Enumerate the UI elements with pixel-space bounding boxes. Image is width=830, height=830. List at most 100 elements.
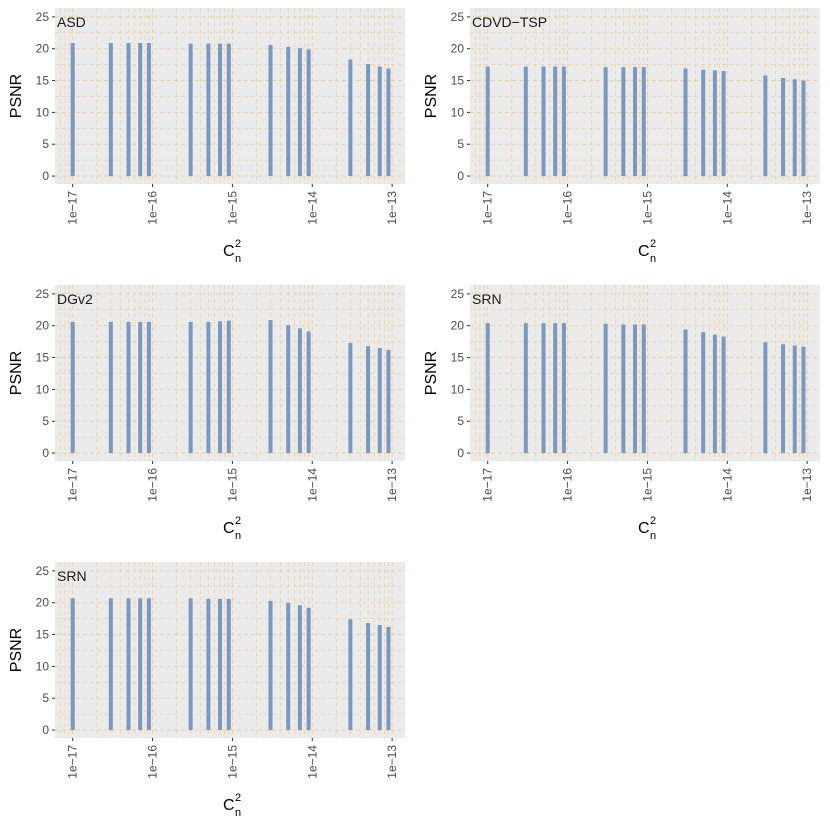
y-tick-label: 0 <box>457 446 464 460</box>
y-axis-label: PSNR <box>8 628 25 672</box>
panel-title: DGv2 <box>57 291 93 307</box>
bar <box>268 600 273 731</box>
bar <box>218 598 223 731</box>
bar <box>348 619 353 731</box>
y-axis-label: PSNR <box>423 351 440 395</box>
x-axis-label-sup: 2 <box>235 238 241 250</box>
y-tick-label: 15 <box>451 351 465 365</box>
x-axis-label-sup: 2 <box>650 515 656 527</box>
x-axis-label-sup: 2 <box>235 792 241 804</box>
bar <box>138 598 143 731</box>
y-tick-label: 5 <box>42 414 49 428</box>
y-tick-label: 5 <box>42 137 49 151</box>
x-axis-label: C <box>223 797 235 814</box>
x-tick-label: 1e−16 <box>561 191 575 225</box>
x-tick-label: 1e−13 <box>385 745 399 779</box>
x-axis-label-sup: 2 <box>235 515 241 527</box>
y-tick-label: 20 <box>36 319 50 333</box>
bar <box>721 71 726 177</box>
bar <box>146 43 151 177</box>
y-tick-label: 5 <box>457 414 464 428</box>
y-tick-label: 5 <box>457 137 464 151</box>
panel-title: CDVD−TSP <box>472 14 547 30</box>
y-tick-label: 10 <box>451 382 465 396</box>
y-tick-label: 20 <box>36 596 50 610</box>
x-tick-label: 1e−17 <box>66 191 80 225</box>
bar <box>126 321 131 454</box>
x-tick-label: 1e−14 <box>305 745 319 779</box>
bar <box>70 598 75 731</box>
x-tick-label: 1e−13 <box>800 191 814 225</box>
y-tick-label: 15 <box>36 74 50 88</box>
bar <box>792 345 797 454</box>
y-tick-label: 15 <box>36 351 50 365</box>
x-tick-label: 1e−13 <box>800 468 814 502</box>
panel: 0 5 10 15 20 25 1e−17 1e−16 1e−15 1e−14 1e−13 SRN PS… <box>423 285 820 542</box>
x-tick-label: 1e−15 <box>225 468 239 502</box>
bar <box>138 321 143 454</box>
bar <box>561 66 566 177</box>
bar <box>721 336 726 454</box>
x-axis-label-sup: 2 <box>650 238 656 250</box>
bar <box>146 321 151 454</box>
y-tick-label: 5 <box>42 691 49 705</box>
bar <box>641 67 646 177</box>
y-tick-label: 0 <box>42 723 49 737</box>
bar <box>126 598 131 731</box>
bar <box>226 43 231 177</box>
y-tick-label: 20 <box>451 42 465 56</box>
x-tick-label: 1e−15 <box>225 191 239 225</box>
bar <box>348 342 353 454</box>
bar <box>226 598 231 731</box>
bar <box>108 43 113 177</box>
bar <box>108 598 113 731</box>
y-tick-label: 0 <box>42 446 49 460</box>
x-axis-label-sub: n <box>650 253 656 265</box>
x-tick-label: 1e−17 <box>66 468 80 502</box>
x-tick-label: 1e−14 <box>720 191 734 225</box>
y-tick-label: 20 <box>36 42 50 56</box>
bar <box>781 344 786 454</box>
bar <box>386 68 391 177</box>
x-axis-label: C <box>223 520 235 537</box>
bar <box>603 323 608 454</box>
y-tick-label: 25 <box>36 564 50 578</box>
y-tick-label: 0 <box>42 169 49 183</box>
bar <box>146 598 151 731</box>
panel: 0 5 10 15 20 25 1e−17 1e−16 1e−15 1e−14 1e−13 SRN PS… <box>8 562 405 819</box>
x-tick-label: 1e−16 <box>561 468 575 502</box>
x-tick-label: 1e−14 <box>305 191 319 225</box>
bar <box>386 626 391 731</box>
x-axis-label: C <box>638 243 650 260</box>
bar <box>541 66 546 177</box>
y-tick-label: 25 <box>36 287 50 301</box>
y-tick-label: 15 <box>36 628 50 642</box>
bar <box>188 598 193 731</box>
bar <box>306 607 311 731</box>
bar <box>712 334 717 454</box>
y-tick-label: 10 <box>36 105 50 119</box>
y-tick-label: 0 <box>457 169 464 183</box>
bar <box>561 323 566 454</box>
bar <box>621 67 626 177</box>
bar <box>268 320 273 454</box>
y-tick-label: 25 <box>36 10 50 24</box>
x-tick-label: 1e−16 <box>146 745 160 779</box>
y-tick-label: 10 <box>36 659 50 673</box>
bar <box>712 70 717 177</box>
bar <box>603 67 608 177</box>
x-tick-label: 1e−13 <box>385 468 399 502</box>
x-tick-label: 1e−14 <box>305 468 319 502</box>
x-tick-label: 1e−15 <box>225 745 239 779</box>
y-axis-label: PSNR <box>8 351 25 395</box>
x-tick-label: 1e−15 <box>640 468 654 502</box>
y-tick-label: 20 <box>451 319 465 333</box>
bar <box>348 59 353 177</box>
bar <box>286 325 291 454</box>
bar <box>366 623 371 731</box>
y-tick-label: 15 <box>451 74 465 88</box>
bar <box>286 602 291 731</box>
y-axis-label: PSNR <box>8 74 25 118</box>
bar <box>485 66 490 177</box>
